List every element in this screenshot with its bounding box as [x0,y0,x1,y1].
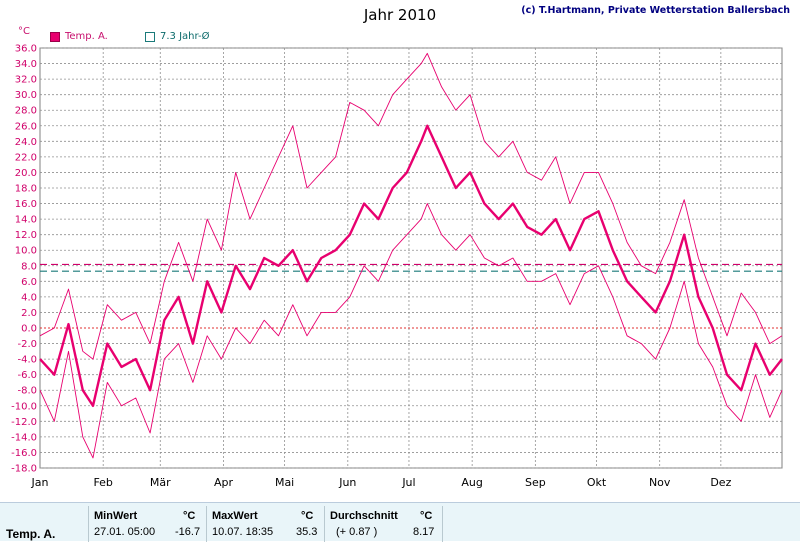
y-axis-ticks: 36.0 34.0 32.0 30.0 28.0 26.0 24.0 22.0 20.0 18.0… [11,44,37,475]
min-value: -16.7 [175,526,201,538]
y-tick-label: 0.0 [21,324,37,335]
x-tick-label: Jan [31,476,49,489]
copyright-note: (c) T.Hartmann, Private Wetterstation Ba… [521,5,790,16]
x-tick-label: Mai [275,476,294,489]
x-tick-label: Jul [401,476,415,489]
y-tick-label: 28.0 [15,106,37,117]
temperature-chart: 36.0 34.0 32.0 30.0 28.0 26.0 24.0 22.0 20.0 18.0… [11,44,783,489]
legend-swatch-year-average [145,31,155,42]
x-tick-label: Sep [525,476,546,489]
avg-value: 8.17 [413,526,435,538]
x-tick-label: Apr [214,476,234,489]
y-tick-label: -2.0 [17,339,37,350]
stats-divider [88,506,89,542]
y-tick-label: -16.0 [11,448,37,459]
series-min-line [39,203,783,459]
y-tick-label: -6.0 [17,370,37,381]
x-tick-label: Nov [649,476,671,489]
legend-label-temp: Temp. A. [65,31,108,42]
legend-swatch-temp [50,31,60,42]
y-tick-label: 8.0 [21,261,37,272]
plot-area [39,47,783,469]
avg-diff: (+ 0.87 ) [336,526,378,538]
max-unit: °C [301,510,314,522]
x-axis-ticks: Jan Feb Mär Apr Mai Jun Jul Aug Sep Okt Nov Dez [31,476,732,489]
x-tick-label: Aug [461,476,482,489]
stats-divider [206,506,207,542]
y-tick-label: -18.0 [11,464,37,475]
x-tick-label: Feb [93,476,112,489]
y-tick-label: 24.0 [15,137,37,148]
y-tick-label: 2.0 [21,308,37,319]
legend-item-temp: Temp. A. [50,31,108,42]
series-max-line [39,52,783,360]
stats-divider [442,506,443,542]
y-tick-label: 14.0 [15,215,37,226]
stats-bar: Temp. A. MinWert °C 27.01. 05:00 -16.7 M… [0,502,800,542]
y-tick-label: 30.0 [15,90,37,101]
y-tick-label: -4.0 [17,355,37,366]
x-tick-label: Dez [710,476,731,489]
min-date: 27.01. 05:00 [94,526,156,538]
x-tick-label: Okt [587,476,607,489]
stats-row-label: Temp. A. [6,527,56,541]
legend-item-year-average: 7.3 Jahr-Ø [145,31,209,42]
y-tick-label: 4.0 [21,292,37,303]
avg-header: Durchschnitt [330,510,398,522]
y-axis-unit: °C [18,26,30,37]
y-tick-label: 22.0 [15,152,37,163]
y-tick-label: 34.0 [15,59,37,70]
avg-unit: °C [420,510,433,522]
y-tick-label: 10.0 [15,246,37,257]
y-tick-label: -12.0 [11,417,37,428]
max-header: MaxWert [212,510,258,522]
y-tick-label: 32.0 [15,75,37,86]
y-tick-label: 16.0 [15,199,37,210]
y-tick-label: 36.0 [15,44,37,55]
x-tick-label: Jun [338,476,356,489]
y-tick-label: 18.0 [15,184,37,195]
y-tick-label: 6.0 [21,277,37,288]
min-header: MinWert [94,510,138,522]
stats-divider [324,506,325,542]
y-tick-label: -14.0 [11,432,37,443]
legend-label-year-average: 7.3 Jahr-Ø [160,31,210,42]
x-tick-label: Mär [150,476,171,489]
min-unit: °C [183,510,196,522]
y-tick-label: -10.0 [11,401,37,412]
max-value: 35.3 [296,526,318,538]
reference-lines [40,263,782,329]
max-date: 10.07. 18:35 [212,526,274,538]
y-tick-label: 12.0 [15,230,37,241]
series-lines [39,52,783,459]
y-tick-label: 20.0 [15,168,37,179]
grid [40,47,782,469]
y-tick-label: -8.0 [17,386,37,397]
chart-title: Jahr 2010 [363,6,437,24]
y-tick-label: 26.0 [15,121,37,132]
series-mean-line [39,124,783,407]
